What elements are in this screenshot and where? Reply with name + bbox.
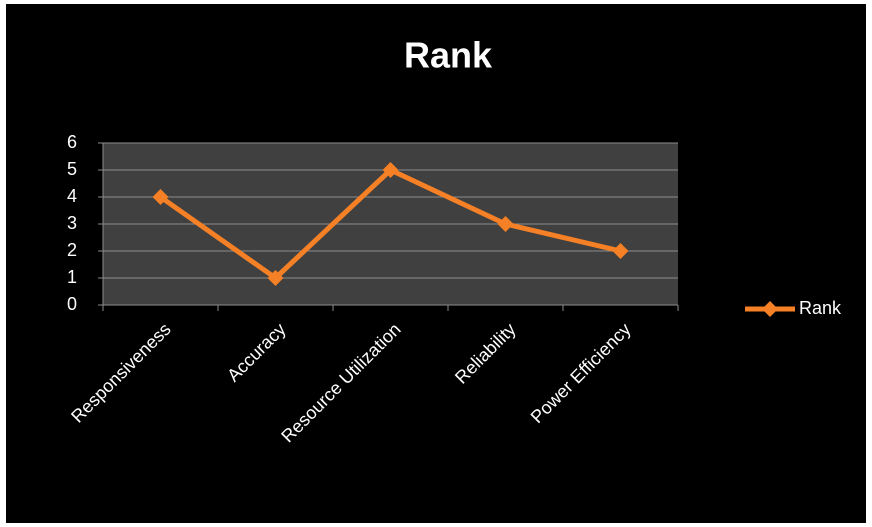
legend-label: Rank [799,298,842,318]
y-tick-label: 4 [67,186,77,206]
y-tick-label: 0 [67,294,77,314]
legend-marker [762,301,778,317]
data-point [497,216,514,232]
chart-title: Rank [404,35,493,76]
y-tick-label: 5 [67,159,77,179]
y-tick-label: 1 [67,267,77,287]
y-tick-label: 6 [67,132,77,152]
data-point [267,270,284,286]
data-point [612,243,629,259]
data-point [152,189,169,205]
data-point [382,162,399,178]
y-tick-label: 3 [67,213,77,233]
y-tick-label: 2 [67,240,77,260]
